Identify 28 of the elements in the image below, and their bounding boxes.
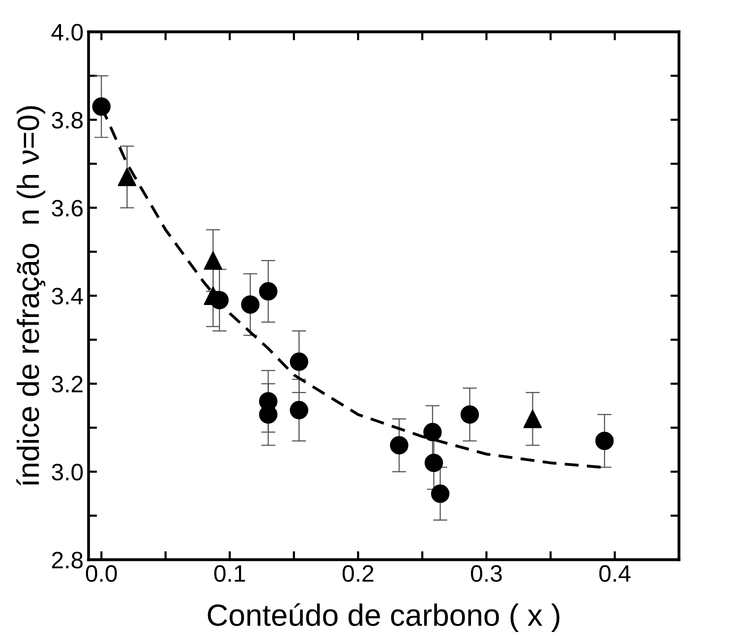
point [523, 410, 542, 428]
x-tick-label: 0.1 [214, 565, 246, 582]
y-tick-label: 4.0 [51, 24, 83, 41]
y-tick-label: 3.2 [52, 376, 83, 393]
x-axis-title: Conteúdo de carbono ( x ) [208, 603, 560, 632]
point [92, 97, 111, 116]
y-tick-label: 3.4 [52, 288, 84, 305]
point [390, 436, 408, 455]
y-tick-label: 3.6 [52, 200, 83, 217]
point [259, 282, 278, 301]
point [595, 432, 614, 450]
y-tick-label: 2.8 [52, 552, 83, 568]
point [118, 168, 136, 186]
x-tick-label: 0.0 [86, 565, 117, 582]
y-axis-title: índice de refração n (h ν=0) [16, 106, 46, 486]
point [290, 352, 308, 371]
point [424, 454, 444, 472]
y-tick-label: 3.0 [52, 464, 83, 480]
point [241, 295, 260, 314]
x-tick-label: 0.4 [599, 565, 631, 582]
point [460, 405, 479, 424]
x-tick-label: 0.3 [470, 565, 502, 582]
point [290, 400, 308, 420]
point [431, 484, 450, 503]
point [204, 251, 222, 270]
y-tick-label: 3.8 [52, 112, 83, 129]
point [423, 422, 442, 442]
x-tick-label: 0.2 [342, 565, 374, 582]
